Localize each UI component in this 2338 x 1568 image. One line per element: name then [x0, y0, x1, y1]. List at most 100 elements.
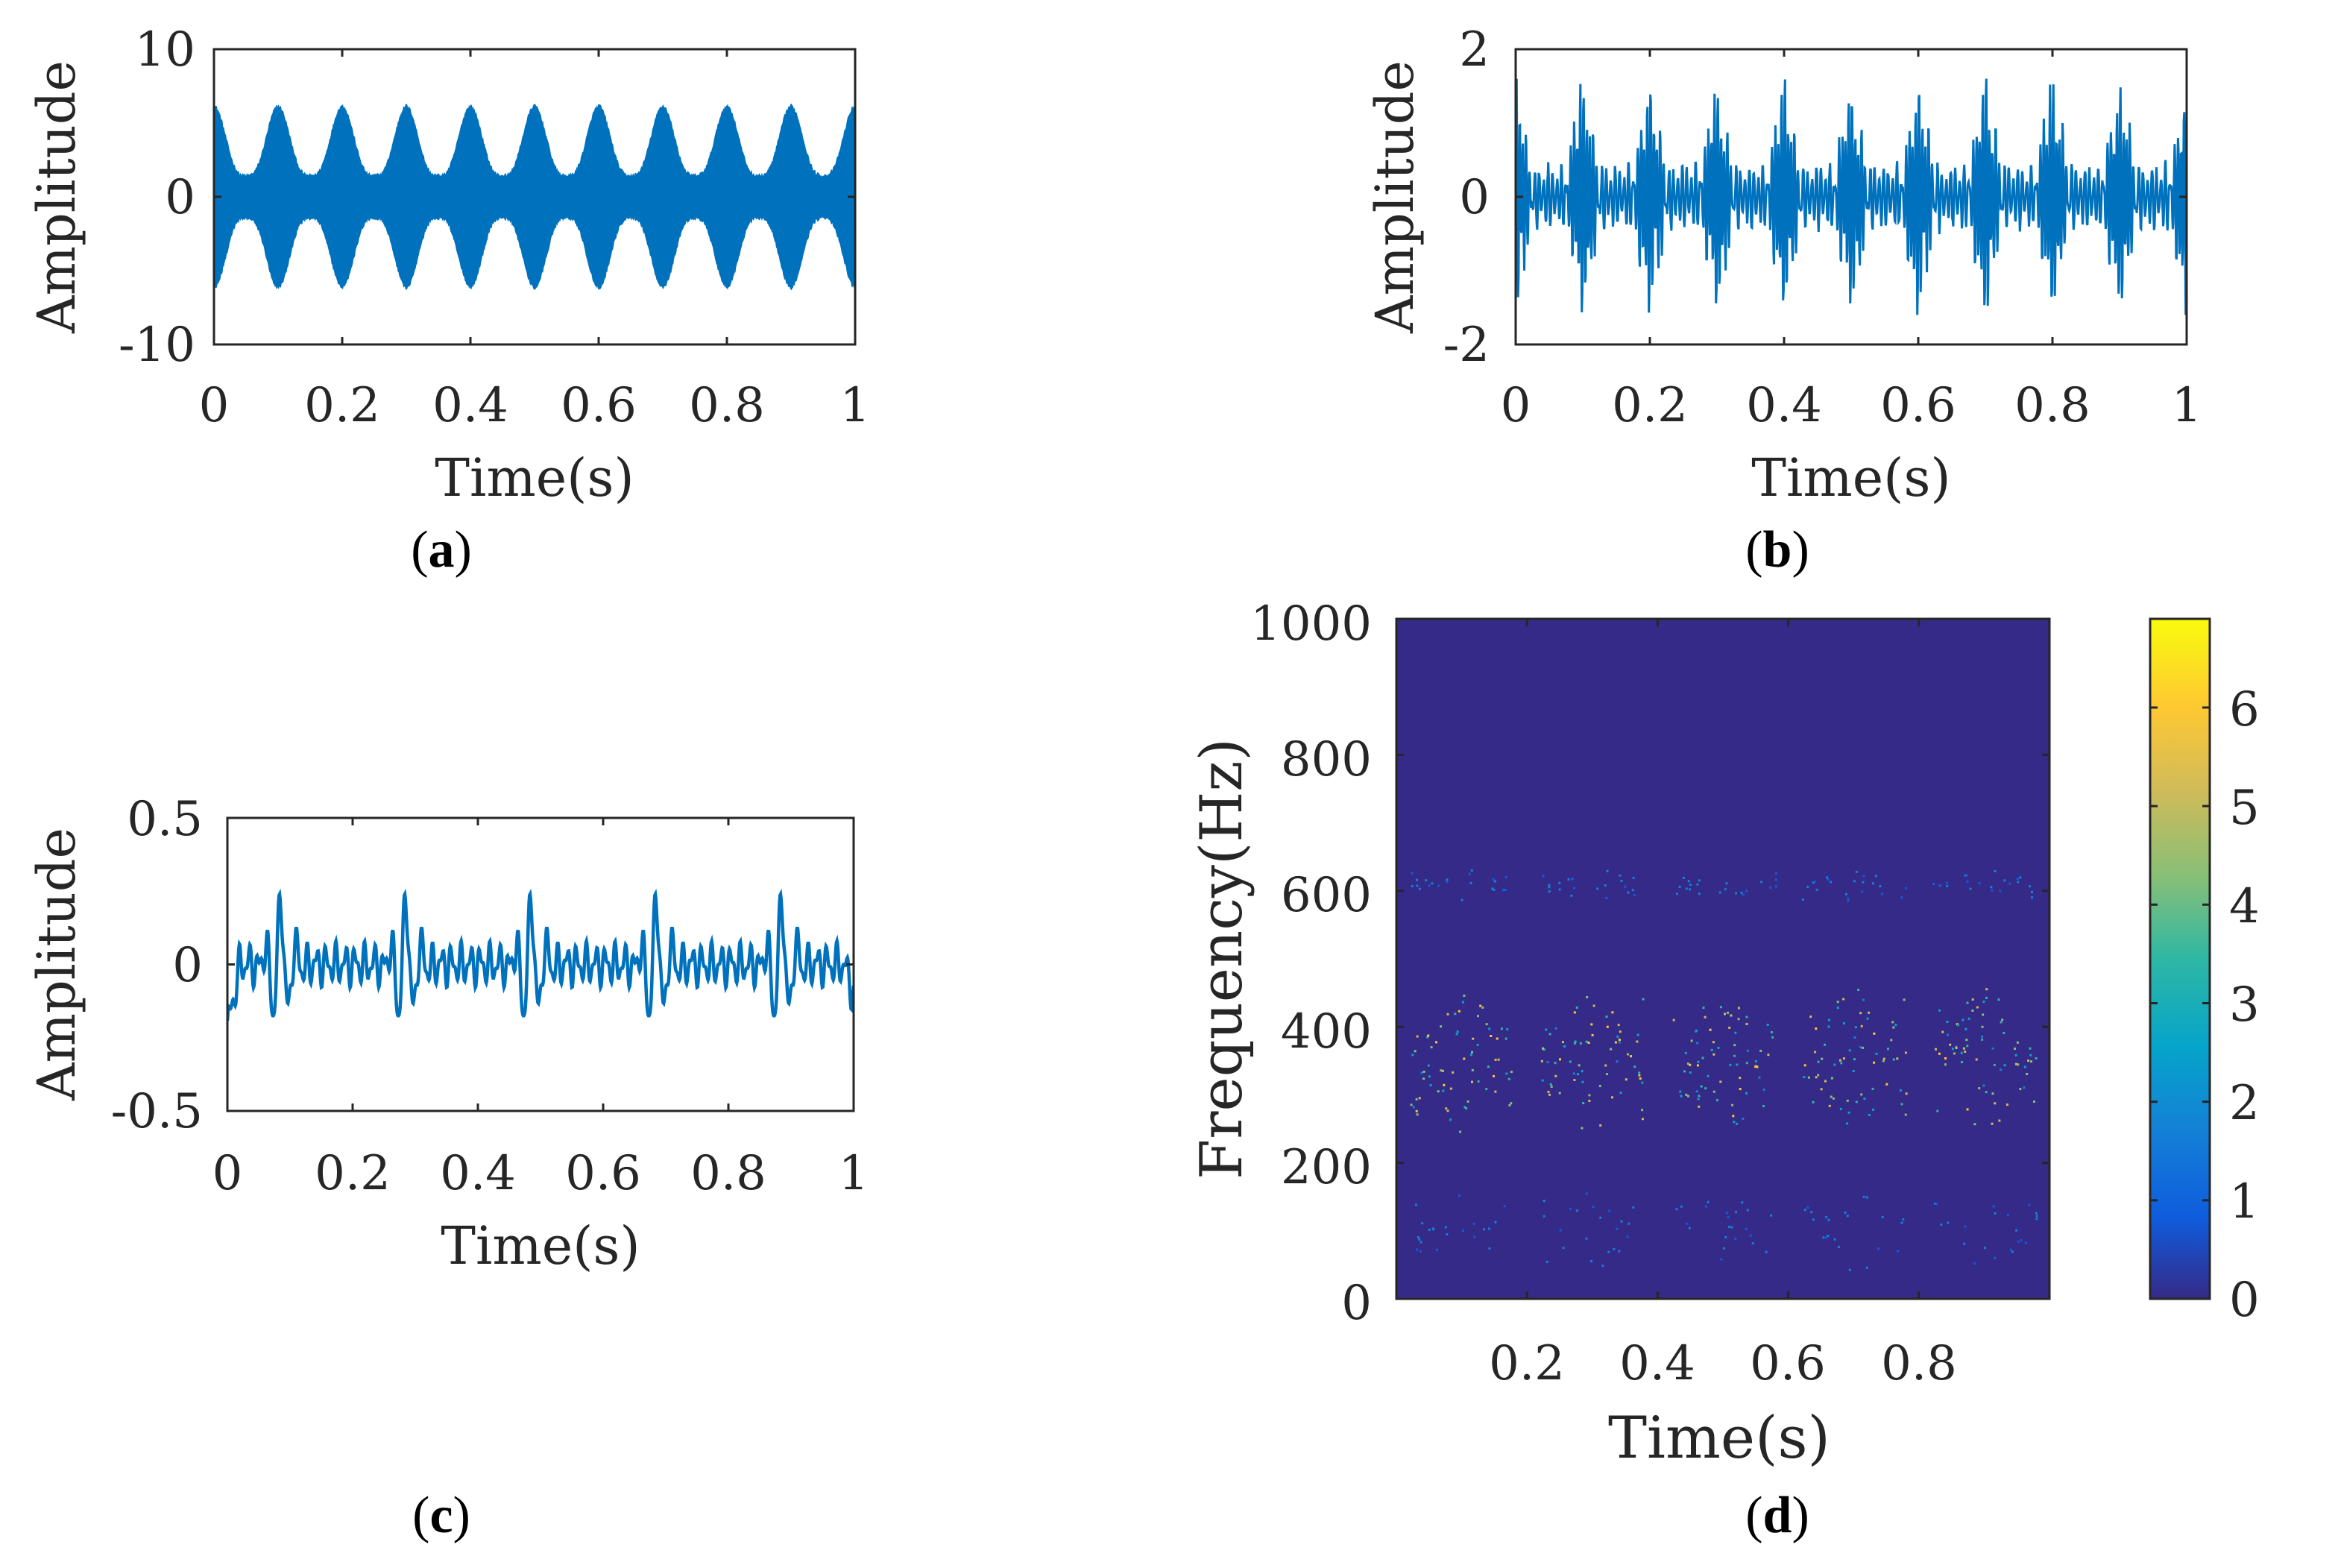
spectrogram-point-492: [1620, 1220, 1623, 1223]
spectrogram-point-290: [2019, 1088, 2022, 1091]
spectrogram-point-300: [1991, 1092, 1994, 1095]
spectrogram-point-425: [1827, 878, 1830, 881]
spectrogram-point-28: [1449, 1087, 1452, 1090]
spectrogram-point-235: [1803, 1064, 1806, 1067]
spectrogram-point-204: [1731, 1103, 1734, 1106]
spectrogram-point-402: [1682, 876, 1685, 879]
spectrogram-point-353: [1425, 879, 1428, 882]
panel-a-xtick-0: 0: [199, 378, 230, 433]
spectrogram-point-331: [1982, 1013, 1985, 1016]
panel-c-xtick-0.8: 0.8: [690, 1146, 766, 1201]
spectrogram-point-552: [2024, 1241, 2027, 1244]
panel-c-xtick-0: 0: [212, 1146, 243, 1201]
spectrogram-point-284: [1971, 998, 1974, 1001]
panel-a-caption: (a): [411, 521, 472, 579]
spectrogram-point-110: [1574, 1040, 1577, 1043]
spectrogram-point-180: [1737, 1018, 1740, 1021]
spectrogram-point-562: [2028, 1203, 2031, 1206]
spectrogram-point-306: [2030, 1060, 2032, 1063]
spectrogram-point-124: [1636, 1040, 1639, 1043]
spectrogram-point-190: [1724, 1013, 1726, 1016]
spectrogram-point-268: [1873, 1061, 1876, 1064]
spectrogram-point-512: [1727, 1226, 1730, 1229]
spectrogram-point-217: [1900, 1103, 1903, 1106]
spectrogram-point-463: [1417, 1236, 1420, 1238]
spectrogram-point-550: [1992, 1205, 1995, 1208]
spectrogram-point-438: [1969, 887, 1972, 890]
spectrogram-point-563: [2015, 1229, 2018, 1232]
spectrogram-point-407: [1769, 887, 1772, 890]
spectrogram-point-244: [1859, 1012, 1862, 1015]
spectrogram-point-467: [1444, 1226, 1447, 1229]
spectrogram-point-60: [1414, 1050, 1417, 1053]
spectrogram-point-340: [2029, 1047, 2032, 1050]
spectrogram-point-311: [1978, 1087, 1981, 1090]
spectrogram-point-346: [2014, 1062, 2017, 1065]
spectrogram-point-397: [1698, 879, 1701, 882]
spectrogram-point-551: [2011, 1250, 2014, 1253]
spectrogram-point-89: [1636, 1033, 1639, 1036]
spectrogram-point-197: [1739, 1088, 1742, 1091]
spectrogram-point-159: [1696, 1042, 1699, 1045]
spectrogram-point-399: [1696, 883, 1699, 886]
spectrogram-point-59: [1440, 1025, 1443, 1028]
spectrogram-point-553: [2035, 1212, 2038, 1215]
spectrogram-point-228: [1903, 998, 1906, 1001]
spectrogram-point-549: [1940, 1223, 1943, 1226]
spectrogram-point-472: [1503, 1205, 1506, 1208]
panel-c-line: [227, 888, 854, 1021]
spectrogram-point-101: [1606, 1025, 1609, 1028]
spectrogram-point-273: [1842, 1057, 1845, 1060]
spectrogram-point-179: [1679, 1090, 1682, 1093]
spectrogram-point-345: [1946, 1021, 1949, 1023]
panel-c-xtick-0.4: 0.4: [440, 1146, 516, 1201]
spectrogram-point-250: [1836, 1007, 1839, 1010]
spectrogram-point-275: [1828, 1104, 1831, 1107]
panel-c: 0.5 0 -0.5 0 0.2 0.4 0.6 0.8 1 Time(s) A…: [26, 792, 869, 1544]
spectrogram-point-424: [1806, 885, 1809, 888]
spectrogram-point-142: [1690, 1039, 1693, 1042]
panel-b-ylabel: Amplitude: [1364, 60, 1425, 334]
spectrogram-point-460: [1416, 1248, 1419, 1251]
panel-c-xtick-0.2: 0.2: [315, 1146, 391, 1201]
spectrogram-point-489: [1632, 1206, 1635, 1209]
spectrogram-point-157: [1709, 1028, 1712, 1031]
panel-d-spectrogram: [1410, 869, 2038, 1271]
spectrogram-point-357: [1437, 884, 1440, 887]
spectrogram-point-210: [1824, 1043, 1826, 1046]
spectrogram-point-84: [1550, 1085, 1553, 1088]
spectrogram-point-396: [1685, 887, 1688, 890]
spectrogram-point-341: [1998, 1119, 2001, 1122]
spectrogram-point-504: [1727, 1215, 1730, 1218]
spectrogram-point-140: [1698, 1095, 1701, 1098]
spectrogram-point-170: [1712, 1090, 1715, 1093]
spectrogram-point-87: [1546, 1061, 1549, 1064]
spectrogram-point-296: [1991, 1122, 1994, 1125]
spectrogram-point-411: [1774, 885, 1777, 888]
panel-a-xlabel: Time(s): [435, 447, 634, 509]
spectrogram-point-149: [1755, 1059, 1757, 1062]
spectrogram-point-13: [1458, 1010, 1461, 1013]
panel-c-ytick-0: 0: [172, 938, 203, 993]
spectrogram-point-285: [1971, 1010, 1974, 1012]
spectrogram-point-145: [1672, 1018, 1675, 1021]
spectrogram-point-46: [1445, 1107, 1448, 1110]
spectrogram-point-156: [1707, 1074, 1710, 1077]
spectrogram-point-405: [1725, 882, 1728, 885]
spectrogram-point-166: [1697, 1098, 1700, 1101]
spectrogram-point-147: [1680, 1095, 1683, 1098]
spectrogram-point-408: [1718, 891, 1721, 894]
spectrogram-point-134: [1642, 998, 1645, 1001]
spectrogram-point-440: [1965, 874, 1968, 877]
spectrogram-point-547: [1897, 1250, 1900, 1253]
panel-d-caption-letter: d: [1763, 1487, 1792, 1544]
spectrogram-point-129: [1630, 1055, 1632, 1058]
spectrogram-point-479: [1432, 1228, 1435, 1231]
spectrogram-point-520: [1751, 1242, 1754, 1245]
spectrogram-point-41: [1510, 1071, 1513, 1074]
spectrogram-point-543: [1833, 1238, 1836, 1241]
spectrogram-point-358: [1493, 888, 1496, 891]
spectrogram-point-267: [1824, 1080, 1827, 1083]
spectrogram-point-1: [1461, 1001, 1464, 1004]
spectrogram-point-158: [1766, 1024, 1769, 1026]
